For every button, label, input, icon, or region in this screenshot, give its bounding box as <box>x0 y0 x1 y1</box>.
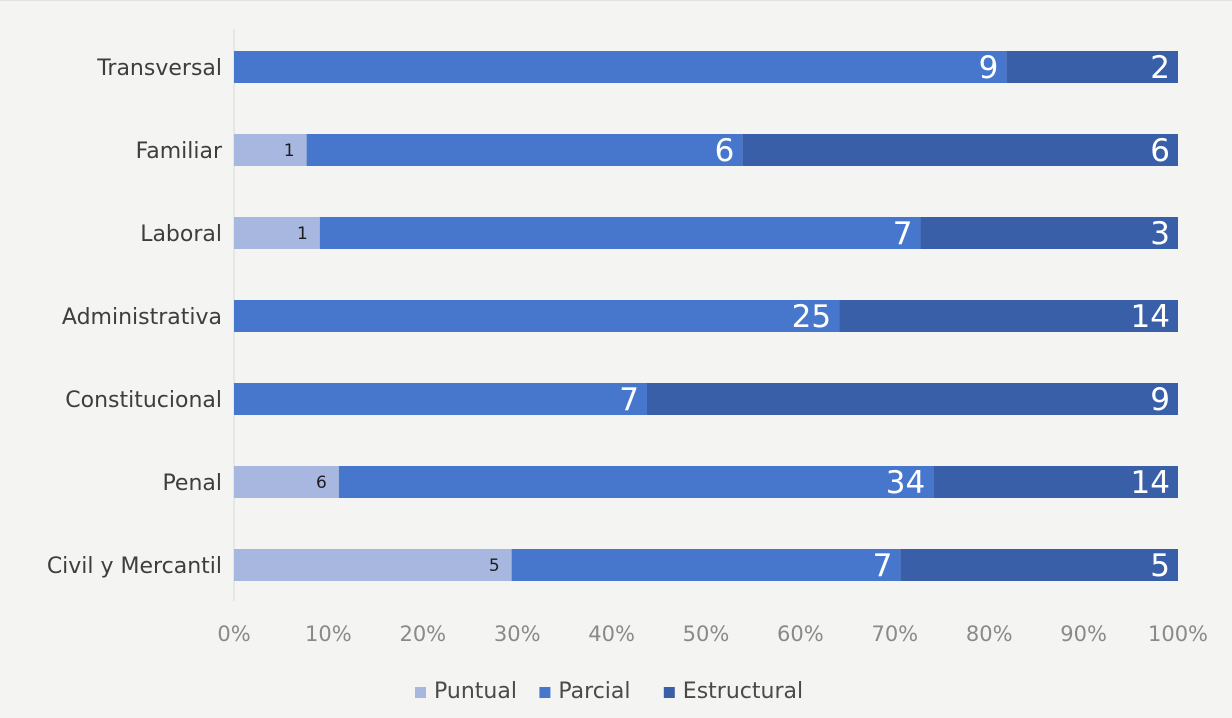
data-label: 14 <box>1131 299 1170 335</box>
bar-segment-parcial <box>234 383 647 415</box>
bar-segment-parcial <box>234 51 1007 83</box>
bar-segment-parcial <box>306 134 743 166</box>
bar-segment-estructural <box>920 217 1178 249</box>
bar-segment-estructural <box>933 466 1178 498</box>
x-tick-label: 10% <box>305 622 352 646</box>
bar-segment-estructural <box>900 549 1178 581</box>
data-label: 6 <box>316 473 327 493</box>
data-label: 1 <box>297 224 308 244</box>
category-label: Transversal <box>96 56 222 81</box>
bar-segment-parcial <box>338 466 934 498</box>
x-tick-label: 50% <box>683 622 730 646</box>
bars-layer: 9 2 1 6 6 1 7 3 25 14 7 9 6 34 14 5 7 5 <box>234 50 1178 584</box>
category-label: Civil y Mercantil <box>47 554 222 579</box>
legend-swatch-puntual <box>415 687 426 698</box>
legend-label-estructural: Estructural <box>683 679 803 704</box>
bar-segment-puntual <box>234 466 339 498</box>
category-labels: Transversal Familiar Laboral Administrativa… <box>47 56 223 579</box>
x-tick-label: 20% <box>399 622 446 646</box>
legend-label-parcial: Parcial <box>558 679 630 704</box>
x-tick-label: 30% <box>494 622 541 646</box>
data-label: 2 <box>1150 50 1170 86</box>
bar-segment-estructural <box>839 300 1178 332</box>
data-label: 7 <box>893 216 913 252</box>
x-tick-label: 0% <box>217 622 250 646</box>
x-tick-label: 40% <box>588 622 635 646</box>
x-tick-label: 100% <box>1148 622 1208 646</box>
legend-swatch-parcial <box>539 687 551 698</box>
data-label: 9 <box>979 50 999 86</box>
legend: Puntual Parcial Estructural <box>415 679 803 704</box>
x-tick-label: 70% <box>871 622 918 646</box>
data-label: 5 <box>1150 548 1170 584</box>
bar-segment-parcial <box>319 217 921 249</box>
bar-segment-puntual <box>234 217 320 249</box>
x-axis-ticks: 0% 10% 20% 30% 40% 50% 60% 70% 80% 90% 100% <box>217 622 1208 646</box>
bar-segment-puntual <box>234 134 307 166</box>
bar-segment-estructural <box>742 134 1178 166</box>
x-tick-label: 90% <box>1060 622 1107 646</box>
data-label: 7 <box>873 548 893 584</box>
x-tick-label: 60% <box>777 622 824 646</box>
bar-segment-parcial <box>511 549 901 581</box>
data-label: 5 <box>489 556 500 576</box>
data-label: 3 <box>1150 216 1170 252</box>
data-label: 34 <box>886 465 925 501</box>
category-label: Penal <box>162 471 222 496</box>
bar-segment-estructural <box>1006 51 1178 83</box>
category-label: Laboral <box>140 222 222 247</box>
legend-swatch-estructural <box>663 687 675 698</box>
category-label: Familiar <box>136 139 223 164</box>
category-label: Constitucional <box>65 388 222 413</box>
category-label: Administrativa <box>62 305 222 330</box>
data-label: 14 <box>1131 465 1170 501</box>
data-label: 25 <box>792 299 831 335</box>
data-label: 7 <box>619 382 639 418</box>
bar-segment-estructural <box>647 383 1178 415</box>
x-tick-label: 80% <box>966 622 1013 646</box>
data-label: 6 <box>1150 133 1170 169</box>
data-label: 1 <box>284 141 295 161</box>
legend-label-puntual: Puntual <box>434 679 517 704</box>
bar-segment-puntual <box>234 549 512 581</box>
data-label: 6 <box>715 133 735 169</box>
data-label: 9 <box>1150 382 1170 418</box>
bar-segment-parcial <box>234 300 840 332</box>
